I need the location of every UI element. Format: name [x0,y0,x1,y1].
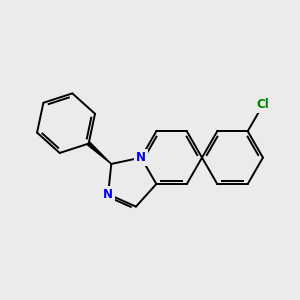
Text: Cl: Cl [256,98,269,111]
Polygon shape [88,142,111,164]
Text: N: N [136,151,146,164]
Text: N: N [103,188,113,201]
